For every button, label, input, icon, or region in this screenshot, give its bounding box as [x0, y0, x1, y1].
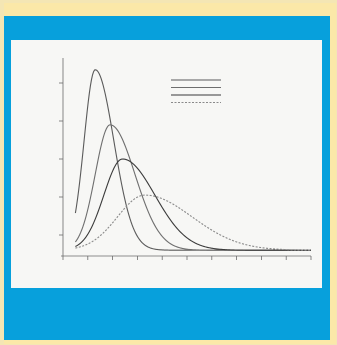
line-chart	[59, 58, 312, 260]
legend	[171, 79, 221, 104]
chart-card	[11, 40, 322, 288]
series-line-2	[74, 124, 311, 251]
axes	[59, 58, 312, 260]
series-line-1	[74, 69, 311, 251]
series-line-3	[75, 158, 311, 251]
series-line-4	[75, 194, 312, 251]
curves	[74, 69, 312, 251]
